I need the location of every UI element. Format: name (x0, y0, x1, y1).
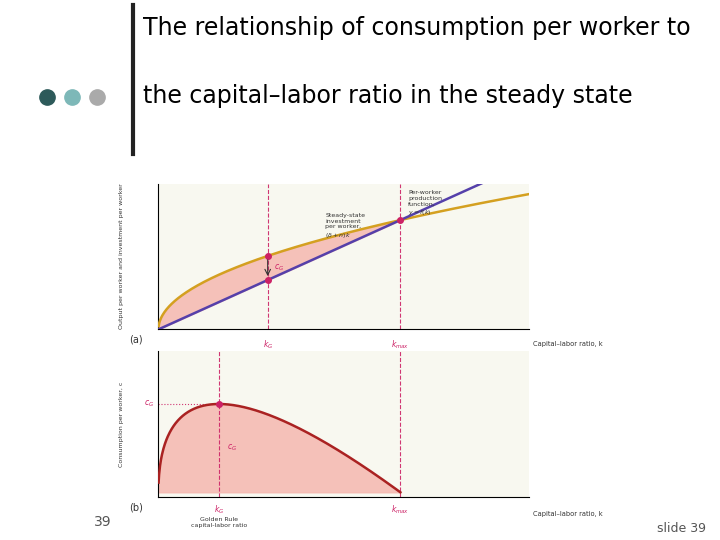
Text: $k_{max}$: $k_{max}$ (392, 339, 410, 351)
Text: $c_G$: $c_G$ (227, 443, 237, 454)
Text: $k_{G}$: $k_{G}$ (214, 503, 224, 516)
Text: Per-worker
production
function,
$y = f(k)$: Per-worker production function, $y = f(k… (408, 191, 442, 217)
Text: Consumption per worker, c: Consumption per worker, c (119, 381, 124, 467)
Text: The relationship of consumption per worker to: The relationship of consumption per work… (143, 16, 690, 40)
Text: Capital–labor ratio, k: Capital–labor ratio, k (533, 341, 603, 347)
Text: the capital–labor ratio in the steady state: the capital–labor ratio in the steady st… (143, 84, 632, 108)
Text: $k_{max}$: $k_{max}$ (392, 503, 410, 516)
Text: $k_{G}$: $k_{G}$ (263, 339, 273, 351)
Text: Steady-state
investment
per worker,
$(δ + n)k$: Steady-state investment per worker, $(δ … (325, 213, 365, 240)
Text: $c_G$: $c_G$ (274, 263, 284, 273)
Text: Capital–labor ratio, k: Capital–labor ratio, k (533, 511, 603, 517)
Text: (a): (a) (130, 335, 143, 345)
Text: Output per worker and investment per worker: Output per worker and investment per wor… (119, 184, 124, 329)
Text: (b): (b) (130, 502, 143, 512)
Text: 39: 39 (94, 515, 111, 529)
Text: Golden Rule
capital-labor ratio: Golden Rule capital-labor ratio (191, 517, 247, 528)
Text: slide 39: slide 39 (657, 522, 706, 535)
Text: $c_G$: $c_G$ (143, 399, 153, 409)
